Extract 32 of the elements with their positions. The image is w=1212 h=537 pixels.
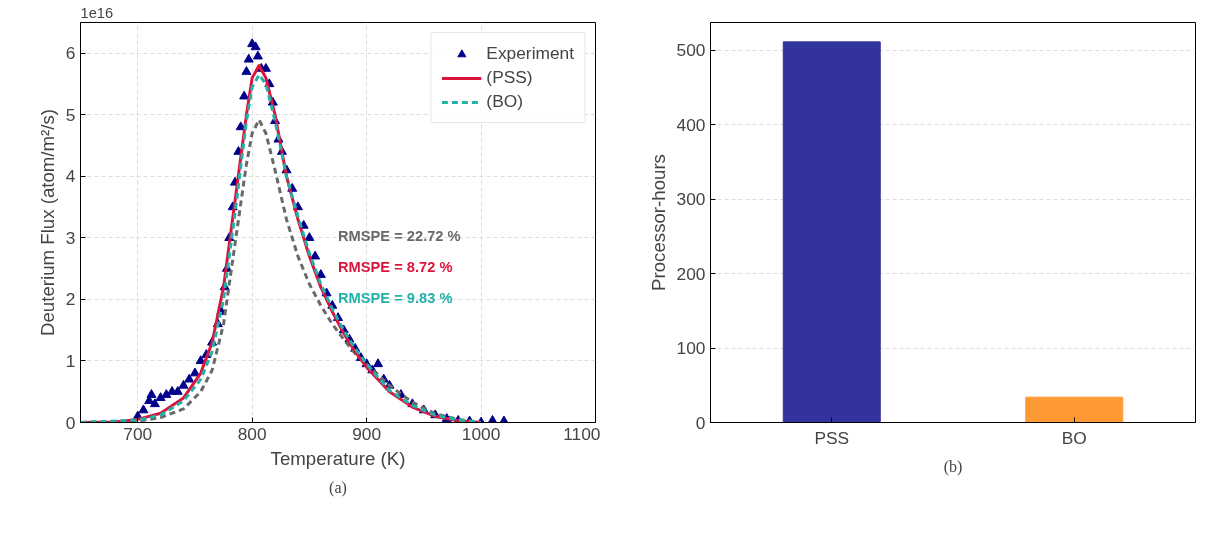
annotation: RMSPE = 8.72 %: [338, 258, 453, 275]
text: (b): [943, 457, 963, 476]
y-tick-label: 5: [65, 104, 76, 125]
y-tick-label: 0: [65, 412, 76, 433]
text: 1e16: [80, 4, 114, 21]
y-tick-label: 0: [695, 412, 706, 433]
y-tick-label: 4: [65, 166, 76, 187]
x-tick-label: 1100: [563, 423, 601, 444]
x-tick-label: PSS: [814, 427, 850, 448]
x-tick-label: BO: [1061, 427, 1087, 448]
y-tick-label: 6: [65, 43, 76, 64]
y-tick-label: 100: [676, 338, 706, 359]
x-tick-label: 900: [352, 423, 382, 444]
legend-label: (PSS): [486, 67, 533, 88]
y-axis-title: Processor-hours: [647, 154, 669, 291]
annotation: RMSPE = 22.72 %: [338, 228, 461, 245]
y-tick-label: 2: [65, 289, 76, 310]
y-tick-label: 500: [676, 40, 706, 61]
y-axis-title: Deuterium Flux (atom/m²/s): [36, 108, 58, 337]
y-tick-label: 300: [676, 189, 706, 210]
x-tick-label: 800: [237, 423, 267, 444]
legend-label: (BO): [486, 91, 523, 112]
text: (a): [329, 478, 347, 497]
y-tick-label: 1: [65, 350, 76, 371]
y-tick-label: 400: [676, 114, 706, 135]
x-tick-label: 1000: [461, 423, 501, 444]
legend-label: Experiment: [486, 43, 574, 64]
annotation: RMSPE = 9.83 %: [338, 289, 453, 306]
y-tick-label: 3: [65, 227, 76, 248]
x-tick-label: 700: [123, 423, 153, 444]
y-tick-label: 200: [676, 263, 706, 284]
x-axis-title: Temperature (K): [270, 447, 406, 469]
